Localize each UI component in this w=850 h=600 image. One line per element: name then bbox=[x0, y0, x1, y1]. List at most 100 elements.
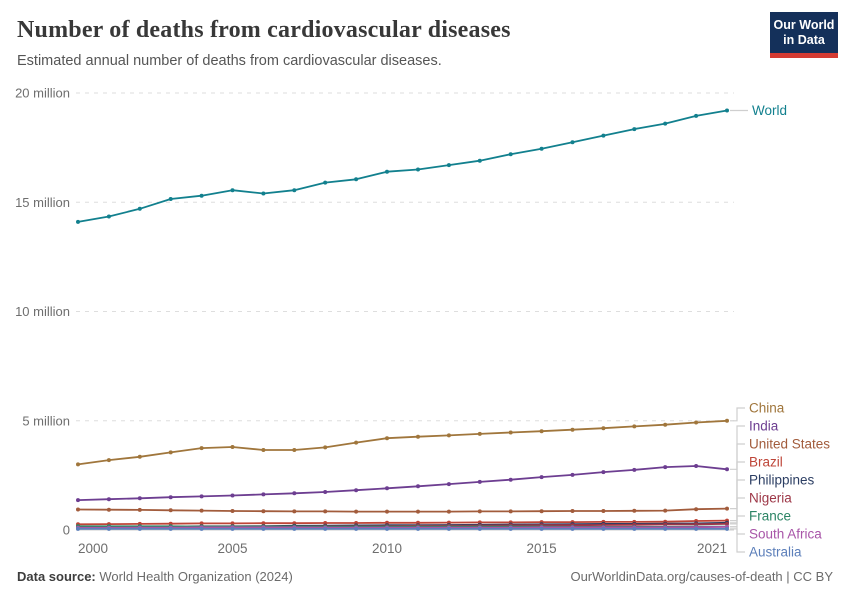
data-point[interactable] bbox=[199, 494, 204, 499]
data-point[interactable] bbox=[292, 491, 297, 496]
data-point[interactable] bbox=[76, 507, 80, 512]
data-point[interactable] bbox=[137, 206, 142, 211]
data-point[interactable] bbox=[385, 436, 389, 441]
data-point[interactable] bbox=[230, 509, 235, 513]
data-point[interactable] bbox=[199, 521, 204, 526]
data-point[interactable] bbox=[477, 479, 482, 484]
data-point[interactable] bbox=[508, 509, 513, 514]
data-point[interactable] bbox=[76, 219, 80, 224]
data-point[interactable] bbox=[570, 472, 575, 477]
data-point[interactable] bbox=[663, 508, 668, 513]
owid-logo[interactable]: Our World in Data bbox=[770, 12, 838, 58]
data-point[interactable] bbox=[354, 509, 359, 514]
data-point[interactable] bbox=[385, 509, 389, 514]
data-point[interactable] bbox=[137, 454, 142, 459]
data-point[interactable] bbox=[323, 509, 328, 514]
data-point[interactable] bbox=[508, 152, 513, 157]
data-point[interactable] bbox=[416, 526, 420, 531]
data-point[interactable] bbox=[261, 191, 266, 196]
data-point[interactable] bbox=[76, 498, 80, 503]
series-end-label-india[interactable]: India bbox=[749, 419, 779, 434]
data-point[interactable] bbox=[694, 113, 699, 118]
data-point[interactable] bbox=[601, 509, 606, 513]
data-point[interactable] bbox=[446, 163, 451, 168]
data-point[interactable] bbox=[168, 495, 173, 500]
data-point[interactable] bbox=[199, 193, 204, 198]
series-end-label-china[interactable]: China bbox=[749, 401, 785, 416]
data-point[interactable] bbox=[601, 470, 606, 475]
data-point[interactable] bbox=[508, 477, 513, 482]
data-point[interactable] bbox=[694, 507, 699, 512]
data-point[interactable] bbox=[137, 496, 142, 501]
data-point[interactable] bbox=[323, 526, 328, 531]
data-point[interactable] bbox=[416, 509, 420, 514]
data-point[interactable] bbox=[477, 158, 482, 163]
data-point[interactable] bbox=[694, 420, 699, 425]
data-point[interactable] bbox=[632, 424, 637, 429]
data-point[interactable] bbox=[725, 526, 729, 531]
data-point[interactable] bbox=[292, 448, 297, 452]
data-point[interactable] bbox=[199, 526, 204, 531]
series-line-china[interactable] bbox=[76, 418, 729, 467]
data-point[interactable] bbox=[199, 508, 204, 513]
data-point[interactable] bbox=[106, 507, 111, 512]
data-point[interactable] bbox=[261, 526, 266, 531]
data-point[interactable] bbox=[725, 418, 729, 423]
data-point[interactable] bbox=[230, 521, 235, 526]
data-point[interactable] bbox=[570, 427, 575, 432]
data-point[interactable] bbox=[446, 433, 451, 438]
data-point[interactable] bbox=[725, 506, 729, 511]
data-point[interactable] bbox=[385, 486, 389, 491]
data-point[interactable] bbox=[354, 526, 359, 531]
data-point[interactable] bbox=[76, 462, 80, 467]
data-point[interactable] bbox=[168, 526, 173, 531]
data-point[interactable] bbox=[292, 188, 297, 193]
data-point[interactable] bbox=[385, 169, 389, 174]
data-point[interactable] bbox=[446, 482, 451, 487]
series-end-label-south-africa[interactable]: South Africa bbox=[749, 527, 822, 542]
data-point[interactable] bbox=[539, 509, 544, 514]
series-end-label-philippines[interactable]: Philippines bbox=[749, 473, 815, 488]
series-line-australia[interactable] bbox=[76, 526, 729, 531]
data-point[interactable] bbox=[632, 508, 637, 513]
data-point[interactable] bbox=[106, 526, 111, 531]
data-point[interactable] bbox=[76, 526, 80, 531]
series-line-india[interactable] bbox=[76, 464, 729, 503]
data-point[interactable] bbox=[106, 214, 111, 219]
data-point[interactable] bbox=[106, 458, 111, 463]
credit-link[interactable]: OurWorldinData.org/causes-of-death | CC … bbox=[570, 569, 833, 584]
data-point[interactable] bbox=[725, 108, 729, 113]
data-point[interactable] bbox=[539, 526, 544, 531]
data-point[interactable] bbox=[292, 509, 297, 514]
data-point[interactable] bbox=[261, 509, 266, 514]
data-point[interactable] bbox=[323, 180, 328, 185]
data-point[interactable] bbox=[477, 431, 482, 436]
data-point[interactable] bbox=[632, 526, 637, 531]
data-point[interactable] bbox=[477, 526, 482, 531]
data-point[interactable] bbox=[477, 509, 482, 514]
data-point[interactable] bbox=[168, 450, 173, 455]
data-point[interactable] bbox=[446, 509, 451, 514]
data-point[interactable] bbox=[539, 429, 544, 434]
data-point[interactable] bbox=[539, 475, 544, 480]
data-point[interactable] bbox=[601, 426, 606, 431]
data-point[interactable] bbox=[663, 422, 668, 427]
data-point[interactable] bbox=[230, 188, 235, 193]
data-point[interactable] bbox=[570, 526, 575, 531]
data-point[interactable] bbox=[508, 430, 513, 435]
series-end-label-world[interactable]: World bbox=[752, 103, 787, 118]
data-point[interactable] bbox=[261, 521, 266, 526]
data-point[interactable] bbox=[663, 465, 668, 470]
data-point[interactable] bbox=[416, 167, 420, 172]
series-end-label-brazil[interactable]: Brazil bbox=[749, 455, 783, 470]
data-point[interactable] bbox=[323, 490, 328, 494]
data-point[interactable] bbox=[199, 446, 204, 451]
data-point[interactable] bbox=[385, 526, 389, 531]
data-point[interactable] bbox=[230, 493, 235, 498]
data-point[interactable] bbox=[601, 133, 606, 138]
data-point[interactable] bbox=[292, 526, 297, 531]
data-point[interactable] bbox=[539, 146, 544, 151]
series-line-south-africa[interactable] bbox=[76, 524, 729, 530]
data-point[interactable] bbox=[446, 526, 451, 531]
